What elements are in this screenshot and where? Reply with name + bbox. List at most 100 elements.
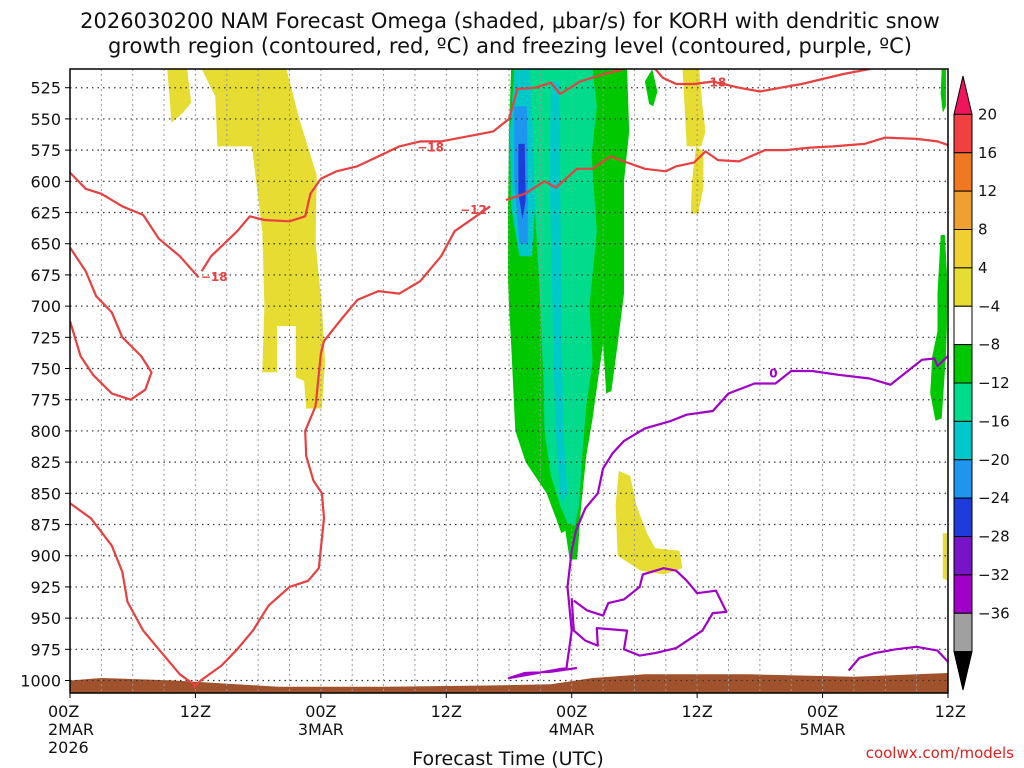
plot-area bbox=[70, 69, 948, 693]
y-tick-625: 625 bbox=[30, 204, 61, 223]
omega-4-to-8-region-1 bbox=[196, 69, 325, 409]
contour-line-6 bbox=[70, 502, 197, 687]
colorbar-swatch-2 bbox=[953, 152, 973, 192]
y-tick-550: 550 bbox=[30, 110, 61, 129]
colorbar-swatch-10 bbox=[953, 459, 973, 499]
colorbar-swatch-14 bbox=[953, 612, 973, 653]
y-tick-675: 675 bbox=[30, 266, 61, 285]
y-tick-525: 525 bbox=[30, 79, 61, 98]
omega-4-to-8-region-2 bbox=[682, 69, 706, 147]
y-tick-750: 750 bbox=[30, 360, 61, 379]
colorbar-cap-top bbox=[953, 75, 973, 115]
x-tick-84-line-1: 12Z bbox=[935, 702, 966, 721]
x-tick-48-line-2: 4MAR bbox=[549, 720, 595, 739]
y-tick-725: 725 bbox=[30, 328, 61, 347]
colorbar: 20 16 12 8 4 −4 −8 −12 −16 −20 −24 −28 −32 −36 bbox=[953, 75, 1010, 691]
colorbar-swatch-9 bbox=[953, 420, 973, 461]
x-tick-24-line-1: 00Z bbox=[305, 702, 336, 721]
y-tick-925: 925 bbox=[30, 578, 61, 597]
colorbar-swatch-3 bbox=[953, 190, 973, 230]
colorbar-label-1: 16 bbox=[978, 144, 997, 162]
y-axis: 525 550 575 600 625 650 675 700 725 750 775 800 825 8… bbox=[20, 79, 70, 691]
y-tick-650: 650 bbox=[30, 235, 61, 254]
colorbar-label-12: −32 bbox=[978, 566, 1010, 584]
contour-labels: −18 −18 −12 −18 0 bbox=[201, 75, 778, 380]
x-tick-72-line-1: 00Z bbox=[807, 702, 838, 721]
y-tick-950: 950 bbox=[30, 609, 61, 628]
x-tick-36-line-1: 12Z bbox=[431, 702, 462, 721]
colorbar-label-8: −16 bbox=[978, 412, 1010, 430]
y-tick-900: 900 bbox=[30, 547, 61, 566]
x-tick-72-line-2: 5MAR bbox=[800, 720, 846, 739]
contour-line-7 bbox=[507, 355, 948, 680]
contour-line-9 bbox=[847, 645, 948, 672]
omega-4-to-8-region-1 bbox=[644, 69, 658, 107]
contour-label-0: −18 bbox=[417, 140, 444, 154]
contour-line-4 bbox=[192, 205, 491, 689]
colorbar-label-13: −36 bbox=[978, 604, 1010, 622]
gridlines bbox=[70, 69, 948, 693]
x-tick-0-line-1: 00Z bbox=[48, 702, 79, 721]
contour-label-1: −18 bbox=[201, 270, 228, 284]
contour-line-2 bbox=[200, 69, 625, 272]
y-tick-1000: 1000 bbox=[20, 672, 61, 691]
colorbar-swatch-8 bbox=[953, 382, 973, 422]
colorbar-label-4: 4 bbox=[978, 259, 988, 277]
x-axis-label: Forecast Time (UTC) bbox=[412, 748, 603, 768]
colorbar-swatch-12 bbox=[953, 536, 973, 576]
y-tick-875: 875 bbox=[30, 516, 61, 535]
colorbar-swatch-6 bbox=[953, 305, 973, 346]
colorbar-label-11: −28 bbox=[978, 528, 1010, 546]
colorbar-swatch-5 bbox=[953, 267, 973, 307]
contour-line-0 bbox=[70, 171, 200, 279]
omega-4-to-8-region-0 bbox=[167, 69, 192, 123]
x-tick-12-line-1: 12Z bbox=[180, 702, 211, 721]
colorbar-cap-bottom bbox=[953, 651, 973, 691]
contour-line-3 bbox=[654, 69, 870, 93]
x-tick-60-line-1: 12Z bbox=[681, 702, 712, 721]
colorbar-label-3: 8 bbox=[978, 221, 988, 239]
contour-line-5 bbox=[505, 136, 948, 202]
colorbar-label-5: −4 bbox=[978, 297, 1000, 315]
contour-lines bbox=[70, 69, 948, 689]
contour-label-2: −12 bbox=[460, 203, 487, 217]
contour-label-3: −18 bbox=[699, 75, 726, 89]
y-tick-975: 975 bbox=[30, 640, 61, 659]
contour-line-1 bbox=[70, 246, 153, 401]
y-tick-850: 850 bbox=[30, 484, 61, 503]
y-tick-775: 775 bbox=[30, 391, 61, 410]
colorbar-swatch-13 bbox=[953, 574, 973, 614]
x-tick-24-line-2: 3MAR bbox=[298, 720, 344, 739]
y-tick-800: 800 bbox=[30, 422, 61, 441]
colorbar-label-0: 20 bbox=[978, 105, 997, 123]
colorbar-label-6: −8 bbox=[978, 336, 1000, 354]
contour-label-4: 0 bbox=[769, 366, 777, 380]
title-line-2: growth region (contoured, red, ºC) and f… bbox=[108, 34, 912, 58]
omega-4-to-8-region-3 bbox=[930, 235, 948, 421]
colorbar-label-10: −24 bbox=[978, 489, 1010, 507]
omega-4-to-8-region-2 bbox=[940, 69, 946, 113]
omega-4-to-8-region-5 bbox=[942, 533, 948, 581]
y-tick-700: 700 bbox=[30, 297, 61, 316]
y-tick-600: 600 bbox=[30, 172, 61, 191]
omega-4-to-8-region-4 bbox=[615, 470, 683, 575]
colorbar-label-9: −20 bbox=[978, 451, 1010, 469]
x-tick-0-line-2: 2MAR bbox=[48, 720, 94, 739]
colorbar-swatch-4 bbox=[953, 229, 973, 269]
colorbar-swatch-7 bbox=[953, 344, 973, 384]
colorbar-label-2: 12 bbox=[978, 182, 997, 200]
x-tick-48-line-1: 00Z bbox=[556, 702, 587, 721]
y-tick-575: 575 bbox=[30, 141, 61, 160]
y-tick-825: 825 bbox=[30, 453, 61, 472]
x-tick-0-line-3: 2026 bbox=[48, 738, 89, 757]
contour-line-8 bbox=[570, 567, 728, 657]
credit-text: coolwx.com/models bbox=[866, 744, 1014, 762]
chart-title: 2026030200 NAM Forecast Omega (shaded, μ… bbox=[80, 9, 940, 58]
surface-region-0 bbox=[70, 673, 948, 693]
colorbar-swatch-1 bbox=[953, 113, 973, 154]
colorbar-label-7: −12 bbox=[978, 374, 1010, 392]
title-line-1: 2026030200 NAM Forecast Omega (shaded, μ… bbox=[80, 9, 940, 33]
plot-frame bbox=[69, 68, 949, 694]
